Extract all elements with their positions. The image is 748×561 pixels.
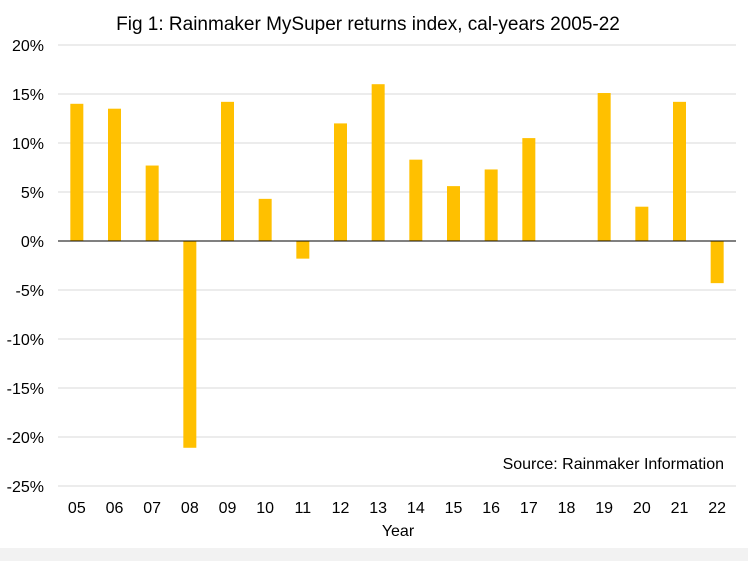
bar-11 xyxy=(296,241,310,259)
x-tick-label: 06 xyxy=(106,500,124,517)
bar-10 xyxy=(258,198,272,241)
y-tick-label: 0% xyxy=(21,234,44,251)
x-tick-label: 08 xyxy=(181,500,199,517)
x-tick-label: 17 xyxy=(520,500,538,517)
y-tick-label: -20% xyxy=(7,430,44,447)
bar-05 xyxy=(70,103,84,241)
bar-08 xyxy=(183,241,197,448)
bars xyxy=(70,84,724,448)
x-axis-tick-labels: 05 06 07 08 09 10 11 12 13 14 15 16 17 18 19 20 21 22 xyxy=(68,500,726,517)
footer-strip xyxy=(0,548,748,561)
bar-22 xyxy=(710,241,724,284)
x-tick-label: 14 xyxy=(407,500,425,517)
x-tick-label: 19 xyxy=(595,500,613,517)
y-tick-label: 10% xyxy=(12,136,44,153)
x-tick-label: 22 xyxy=(708,500,726,517)
y-tick-label: -5% xyxy=(16,283,44,300)
y-tick-label: -25% xyxy=(7,479,44,496)
y-axis-tick-labels: 20% 15% 10% 5% 0% -5% -10% -15% -20% -25% xyxy=(7,38,44,496)
x-tick-label: 18 xyxy=(558,500,576,517)
bar-07 xyxy=(145,165,159,241)
bar-20 xyxy=(635,206,649,241)
x-axis-title: Year xyxy=(382,523,415,540)
y-tick-label: 5% xyxy=(21,185,44,202)
x-tick-label: 10 xyxy=(256,500,274,517)
x-tick-label: 07 xyxy=(143,500,161,517)
bar-16 xyxy=(484,169,498,241)
x-tick-label: 16 xyxy=(482,500,500,517)
bar-15 xyxy=(447,186,460,241)
bar-06 xyxy=(108,108,121,241)
chart-title: Fig 1: Rainmaker MySuper returns index, … xyxy=(116,14,620,35)
x-tick-label: 12 xyxy=(332,500,350,517)
bar-19 xyxy=(597,93,611,242)
bar-12 xyxy=(334,123,347,241)
x-tick-label: 13 xyxy=(369,500,387,517)
bar-21 xyxy=(673,101,686,241)
bar-13 xyxy=(371,84,385,241)
bar-17 xyxy=(522,138,536,241)
x-tick-label: 15 xyxy=(445,500,463,517)
x-tick-label: 21 xyxy=(671,500,689,517)
x-tick-label: 20 xyxy=(633,500,651,517)
x-tick-label: 11 xyxy=(295,500,312,517)
gridlines xyxy=(58,44,736,487)
x-tick-label: 05 xyxy=(68,500,86,517)
y-tick-label: 15% xyxy=(12,87,44,104)
chart-container: Fig 1: Rainmaker MySuper returns index, … xyxy=(7,14,736,540)
y-tick-label: -10% xyxy=(7,332,44,349)
x-tick-label: 09 xyxy=(219,500,237,517)
bar-chart: Fig 1: Rainmaker MySuper returns index, … xyxy=(7,14,736,540)
bar-09 xyxy=(221,101,234,241)
bar-14 xyxy=(409,159,423,241)
y-tick-label: -15% xyxy=(7,381,44,398)
y-tick-label: 20% xyxy=(12,38,44,55)
source-annotation: Source: Rainmaker Information xyxy=(503,456,724,473)
